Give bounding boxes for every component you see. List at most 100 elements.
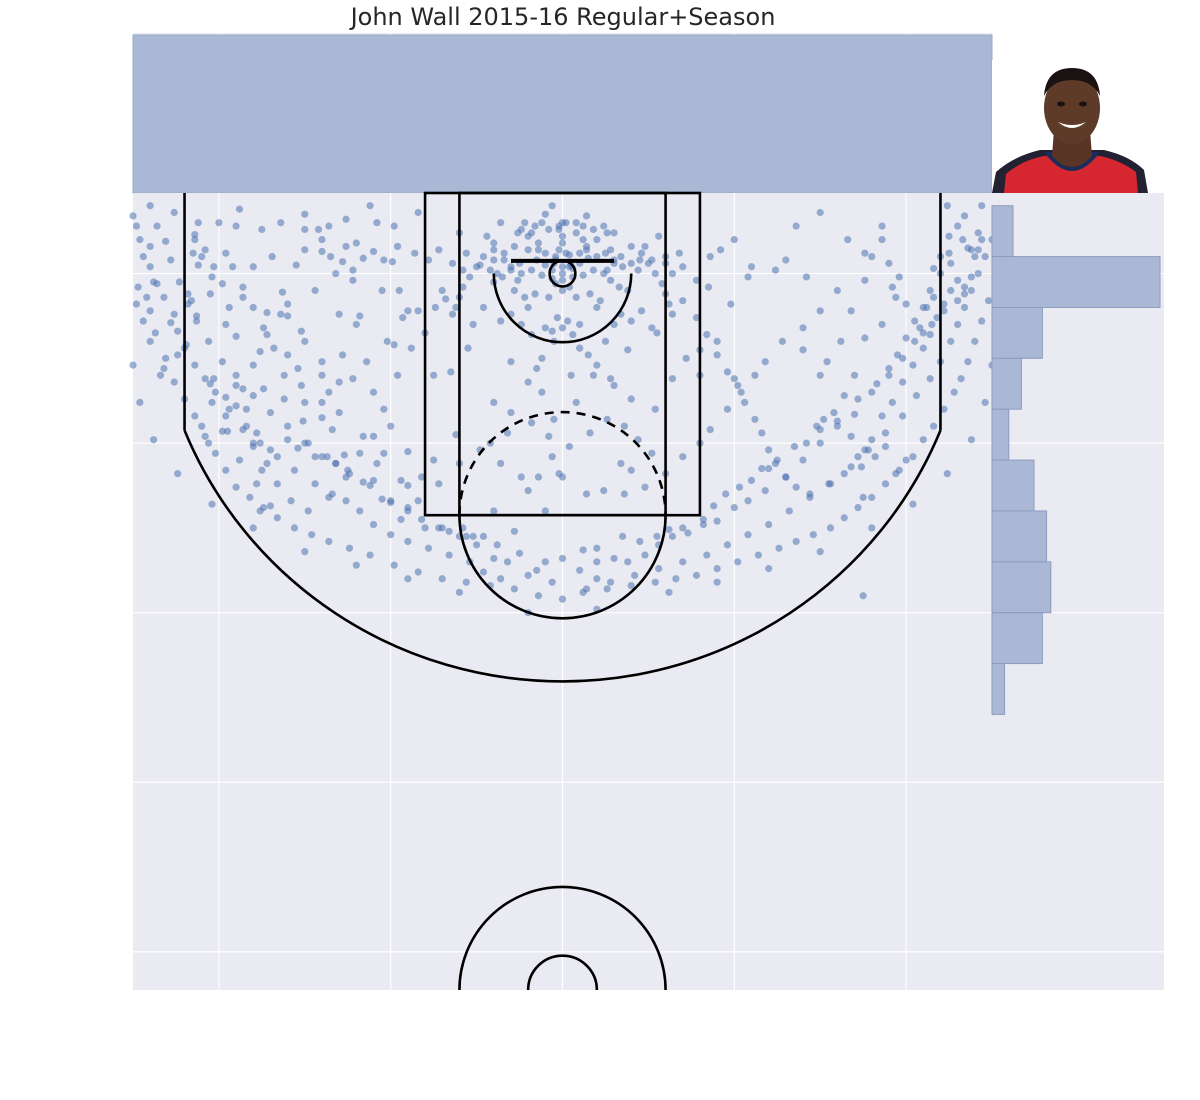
shot-point	[490, 256, 498, 264]
shot-point	[524, 378, 532, 386]
shot-point	[369, 247, 378, 256]
shot-point	[840, 470, 848, 478]
shot-point	[603, 415, 611, 423]
shot-point	[442, 295, 450, 303]
shot-point	[873, 380, 881, 388]
shot-point	[558, 239, 567, 247]
shot-point	[567, 371, 575, 379]
shot-point	[175, 278, 183, 286]
player-headshot	[992, 60, 1152, 193]
shot-point	[235, 456, 244, 464]
shot-point	[232, 222, 240, 230]
shot-point	[861, 276, 869, 284]
shot-point	[139, 317, 147, 325]
shot-point	[679, 524, 687, 532]
shot-point	[527, 266, 536, 274]
shot-point	[926, 375, 934, 383]
shot-point	[517, 269, 525, 278]
shot-point	[974, 229, 982, 237]
shot-point	[593, 544, 601, 552]
shot-point	[902, 300, 910, 308]
shot-point	[242, 405, 250, 413]
shot-point	[318, 414, 326, 422]
shot-point	[278, 288, 287, 296]
shot-point	[679, 558, 687, 566]
shot-point	[868, 252, 876, 261]
eye-left	[1057, 101, 1065, 107]
restricted-area	[492, 273, 633, 344]
shot-point	[290, 466, 299, 474]
shot-point	[653, 329, 661, 337]
shot-point	[524, 303, 532, 312]
shot-point	[964, 358, 972, 366]
shot-point	[192, 312, 201, 320]
shot-point	[624, 346, 632, 354]
shot-point	[373, 459, 381, 468]
shot-point	[723, 368, 732, 376]
shot-point	[538, 388, 546, 396]
shot-point	[129, 361, 137, 369]
shot-point	[713, 517, 721, 525]
shot-point	[311, 480, 319, 488]
shot-point	[352, 320, 360, 329]
shot-point	[363, 358, 371, 366]
shot-point	[192, 317, 201, 325]
shot-point	[579, 271, 587, 279]
shot-point	[301, 337, 309, 345]
shot-point	[328, 425, 336, 434]
shot-point	[641, 551, 649, 559]
shot-point	[308, 531, 316, 539]
shot-point	[978, 317, 986, 325]
shot-point	[325, 222, 333, 230]
shot-point	[761, 358, 769, 366]
shot-point	[820, 415, 828, 423]
shot-point	[775, 544, 783, 552]
shot-point	[816, 371, 824, 379]
shot-point	[981, 252, 989, 261]
shot-point	[582, 212, 591, 220]
shot-point	[284, 312, 292, 320]
shot-point	[335, 310, 343, 318]
shot-point	[706, 252, 714, 261]
shot-point	[208, 500, 216, 508]
shot-point	[431, 303, 439, 312]
shot-point	[607, 578, 615, 586]
shot-point	[943, 470, 951, 478]
shot-point	[534, 246, 543, 254]
shot-point	[479, 303, 488, 312]
shot-point	[273, 453, 281, 461]
shot-point	[610, 229, 618, 237]
paint-inner-box	[458, 191, 667, 517]
shot-point	[280, 395, 288, 403]
shot-point	[211, 449, 220, 457]
shot-point	[641, 483, 649, 491]
shot-point	[593, 236, 601, 244]
shot-point	[919, 303, 927, 312]
shot-point	[497, 317, 505, 325]
shot-point	[703, 551, 711, 559]
shot-point	[692, 276, 701, 284]
shot-point	[407, 344, 415, 352]
shot-point	[507, 263, 515, 271]
shot-point	[619, 263, 627, 271]
shot-point	[162, 237, 170, 245]
shot-point	[967, 246, 975, 254]
shot-point	[954, 320, 962, 329]
shot-point	[548, 578, 556, 586]
shot-point	[503, 429, 512, 437]
shot-point	[744, 531, 752, 539]
shot-point	[950, 388, 958, 396]
shot-point	[651, 578, 659, 586]
shot-point	[242, 422, 250, 430]
shot-point	[390, 341, 398, 349]
shot-point	[564, 317, 572, 325]
shot-point	[225, 405, 233, 413]
shot-point	[607, 246, 615, 254]
shot-point	[387, 498, 395, 507]
shot-point	[292, 261, 300, 269]
shot-point	[679, 453, 687, 461]
shot-point	[541, 324, 549, 332]
shot-point	[521, 293, 529, 301]
shot-point	[277, 219, 285, 227]
shot-point	[395, 286, 403, 295]
